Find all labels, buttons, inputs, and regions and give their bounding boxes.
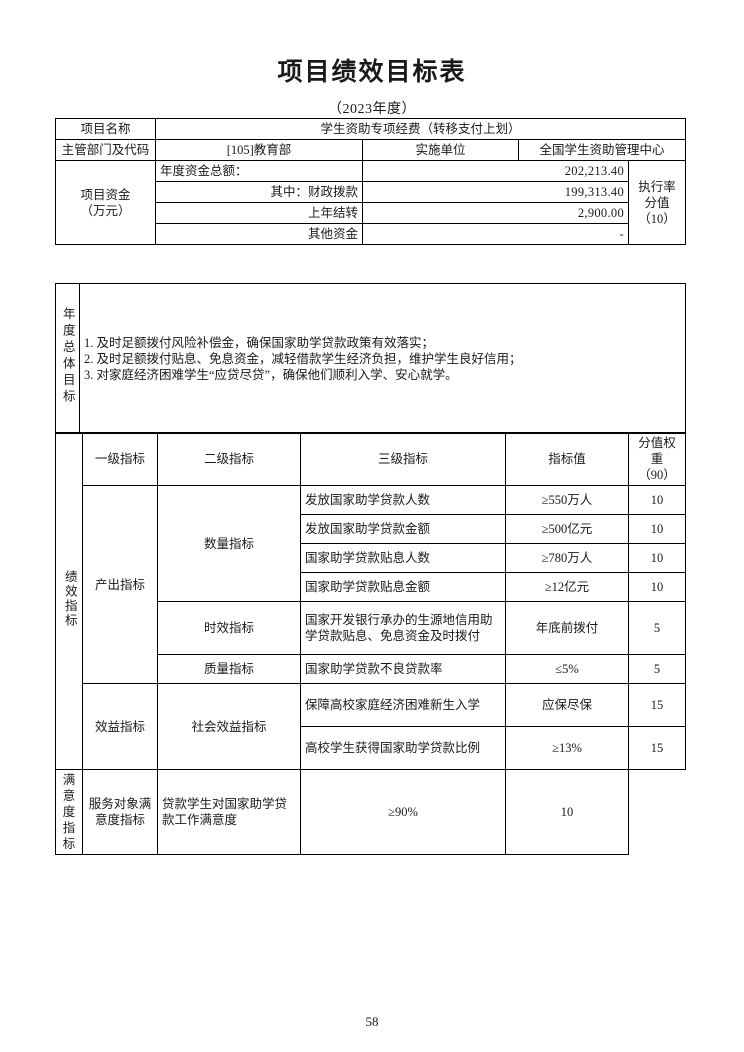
page-number: 58 (365, 1014, 379, 1029)
header-weight: 分值权重 （90） (628, 432, 686, 486)
level1-satisfaction: 满意度指标 (55, 769, 83, 855)
project-name-value: 学生资助专项经费（转移支付上划） (154, 118, 687, 140)
header-level3: 三级指标 (300, 432, 506, 486)
weight-value: 15 (628, 726, 686, 770)
table-row-funding-other: 其他资金 - (56, 223, 686, 245)
execution-rate-label: 执行率 (638, 179, 676, 194)
weight-value: 10 (628, 543, 686, 573)
header-level1-text: 一级指标 (94, 452, 145, 466)
header-level1: 一级指标 (82, 432, 158, 486)
weight-value: 10 (628, 514, 686, 544)
header-target-value: 指标值 (505, 432, 629, 486)
table-row-funding-total: 项目资金 （万元） 年度资金总额： 202,213.40 执行率 分值 （10） (55, 160, 687, 245)
level3-indicator: 贷款学生对国家助学贷款工作满意度 (157, 769, 301, 855)
table-row-department: 主管部门及代码 [105]教育部 实施单位 全国学生资助管理中心 (55, 139, 687, 161)
level1-output: 产出指标 (82, 485, 158, 684)
level3-indicator: 国家助学贷款贴息金额 (300, 572, 506, 602)
level2-timeliness: 时效指标 (157, 601, 301, 655)
funding-row-label-2: 上年结转 (155, 202, 363, 224)
level3-indicator: 发放国家助学贷款人数 (300, 485, 506, 515)
weight-value: 5 (628, 601, 686, 655)
table-row-annual-goal: 年度总体目标 1. 及时足额拨付风险补偿金，确保国家助学贷款政策有效落实； 2.… (55, 283, 686, 434)
level3-indicator: 发放国家助学贷款金额 (300, 514, 506, 544)
target-value: 应保尽保 (505, 683, 629, 727)
table-row: 高校学生获得国家助学贷款比例 ≥13% 15 (56, 726, 686, 770)
performance-indicator-table: 绩效指标 一级指标 二级指标 三级指标 指标值 分值权重 （90） 产出指标 数… (55, 432, 686, 855)
performance-side-label-text: 绩效指标 (62, 570, 77, 628)
weight-value: 15 (628, 683, 686, 727)
annual-goal-table: 年度总体目标 1. 及时足额拨付风险补偿金，确保国家助学贷款政策有效落实； 2.… (55, 283, 686, 434)
target-value: ≥13% (505, 726, 629, 770)
implementing-unit-value: 全国学生资助管理中心 (517, 139, 687, 161)
weight-value: 10 (505, 769, 629, 855)
level3-indicator: 高校学生获得国家助学贷款比例 (300, 726, 506, 770)
funding-label: 项目资金 （万元） (55, 160, 156, 245)
department-value: [105]教育部 (155, 139, 363, 161)
weight-value: 10 (628, 572, 686, 602)
funding-row-label-3: 其他资金 (155, 223, 363, 245)
project-name-label: 项目名称 (55, 118, 156, 140)
weight-value: 5 (628, 654, 686, 684)
target-value: ≥500亿元 (505, 514, 629, 544)
weight-value: 10 (628, 485, 686, 515)
level2-social-benefit: 社会效益指标 (157, 683, 301, 770)
implementing-unit-label: 实施单位 (362, 139, 519, 161)
execution-rate-label2: 分值 (644, 195, 670, 210)
funding-row-value-0: 202,213.40 (362, 160, 629, 182)
table-row: 时效指标 国家开发银行承办的生源地信用助学贷款贴息、免息资金及时拨付 年底前拨付… (56, 601, 686, 655)
funding-label-text: 项目资金 (80, 187, 131, 202)
table-row: 质量指标 国家助学贷款不良贷款率 ≤5% 5 (56, 654, 686, 684)
performance-side-label: 绩效指标 (55, 432, 83, 770)
target-value: ≥550万人 (505, 485, 629, 515)
table-row: 国家助学贷款贴息金额 ≥12亿元 10 (56, 572, 686, 602)
target-value: ≤5% (505, 654, 629, 684)
level2-service-satisfaction: 服务对象满意度指标 (82, 769, 158, 855)
header-level2: 二级指标 (157, 432, 301, 486)
level3-indicator: 国家开发银行承办的生源地信用助学贷款贴息、免息资金及时拨付 (300, 601, 506, 655)
project-info-table: 项目名称 学生资助专项经费（转移支付上划） 主管部门及代码 [105]教育部 实… (55, 118, 687, 245)
funding-row-label-1: 其中：财政拨款 (155, 181, 363, 203)
target-value: 年底前拨付 (505, 601, 629, 655)
target-value: ≥90% (300, 769, 506, 855)
table-row: 发放国家助学贷款金额 ≥500亿元 10 (56, 514, 686, 544)
table-row: 满意度指标 服务对象满意度指标 贷款学生对国家助学贷款工作满意度 ≥90% 10 (55, 769, 686, 855)
performance-side-label-inner: 绩效指标 (60, 570, 78, 632)
funding-row-value-3: - (362, 223, 629, 245)
page-title: 项目绩效目标表 (277, 59, 467, 86)
table-row: 国家助学贷款贴息人数 ≥780万人 10 (56, 543, 686, 573)
funding-label-unit: （万元） (80, 203, 131, 218)
annual-goal-body: 1. 及时足额拨付风险补偿金，确保国家助学贷款政策有效落实； 2. 及时足额拨付… (79, 283, 686, 434)
funding-row-label-0: 年度资金总额： (155, 160, 363, 182)
funding-row-value-1: 199,313.40 (362, 181, 629, 203)
funding-row-value-2: 2,900.00 (362, 202, 629, 224)
level1-benefit: 效益指标 (82, 683, 158, 770)
annual-goal-item-1: 2. 及时足额拨付贴息、免息资金，减轻借款学生经济负担，维护学生良好信用； (84, 351, 522, 366)
level2-quality: 质量指标 (157, 654, 301, 684)
header-weight-total: （90） (638, 468, 676, 482)
target-value: ≥780万人 (505, 543, 629, 573)
execution-rate-weight: （10） (638, 211, 676, 226)
page-subtitle: （2023年度） (328, 102, 416, 117)
annual-goal-item-2: 3. 对家庭经济困难学生“应贷尽贷”，确保他们顺利入学、安心就学。 (84, 367, 458, 382)
annual-goal-label-text: 年度总体目标 (60, 307, 75, 406)
annual-goal-item-0: 1. 及时足额拨付风险补偿金，确保国家助学贷款政策有效落实； (84, 335, 435, 350)
target-value: ≥12亿元 (505, 572, 629, 602)
department-label: 主管部门及代码 (55, 139, 156, 161)
table-row: 产出指标 数量指标 发放国家助学贷款人数 ≥550万人 10 (56, 485, 686, 684)
table-header-row: 绩效指标 一级指标 二级指标 三级指标 指标值 分值权重 （90） (55, 432, 686, 770)
table-row-project-name: 项目名称 学生资助专项经费（转移支付上划） (55, 118, 687, 140)
execution-rate-cell: 执行率 分值 （10） (627, 160, 687, 245)
annual-goal-label: 年度总体目标 (55, 283, 80, 434)
level3-indicator: 国家助学贷款贴息人数 (300, 543, 506, 573)
level2-quantity: 数量指标 (157, 485, 301, 602)
table-row: 效益指标 社会效益指标 保障高校家庭经济困难新生入学 应保尽保 15 (56, 683, 686, 770)
level3-indicator: 保障高校家庭经济困难新生入学 (300, 683, 506, 727)
header-weight-text: 分值权重 (638, 436, 676, 466)
level3-indicator: 国家助学贷款不良贷款率 (300, 654, 506, 684)
